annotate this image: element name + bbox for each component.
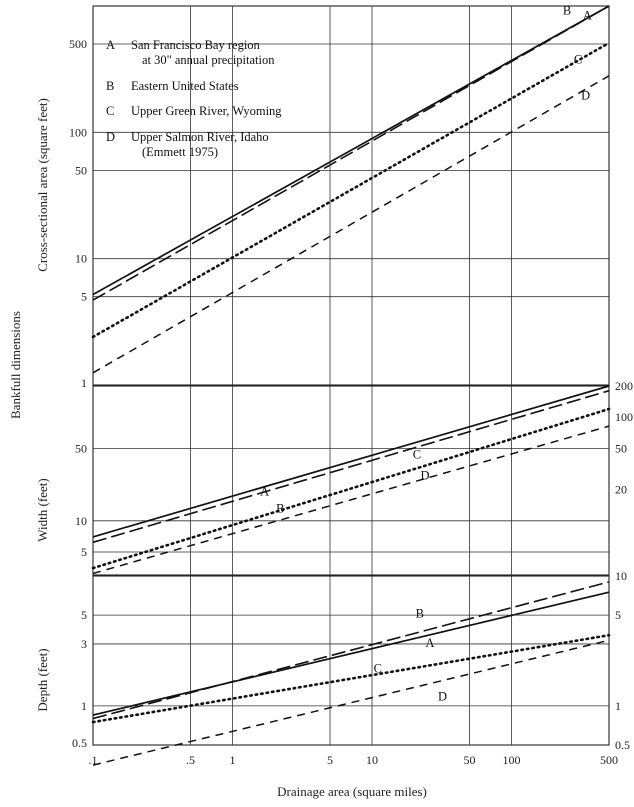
panel-depth-series-A: [92, 591, 610, 716]
panel-width-ytick-right: 20: [615, 483, 627, 497]
panel-width-series-A: [92, 385, 610, 538]
panel-width-ytick-right: 100: [615, 410, 633, 424]
panel-depth-ytick-left: 3: [81, 637, 87, 651]
panel-depth-curve-label-D: D: [438, 690, 447, 704]
shared-y-axis-title: Bankfull dimensions: [8, 311, 23, 419]
legend-label-a-line2: at 30" annual precipitation: [142, 53, 275, 67]
depth-y-axis-title: Depth (feet): [35, 648, 50, 711]
panel-width-ytick-left: 5: [81, 545, 87, 559]
panel-width-frame: [92, 385, 610, 576]
panel-area-series-B: [92, 5, 610, 301]
panel-depth-curve-label-B: B: [416, 606, 424, 620]
legend: A San Francisco Bay region at 30" annual…: [106, 38, 282, 159]
width-y-axis-title: Width (feet): [35, 478, 50, 541]
x-tick-label: .1: [89, 753, 98, 767]
x-tick-label: 500: [600, 753, 618, 767]
panel-depth-series-C: [91, 633, 611, 724]
x-tick-label: 50: [464, 753, 476, 767]
panel-area-curve-label-B: B: [563, 3, 571, 17]
panel-depth-curve-label-A: A: [425, 636, 434, 650]
x-tick-label: 100: [502, 753, 520, 767]
panel-area-frame: [92, 5, 610, 386]
panel-area-ytick-left: 10: [75, 252, 87, 266]
panel-area-series-A: [92, 5, 610, 296]
panel-depth-series-B: [92, 581, 610, 720]
x-axis-ticks: .1 .5 1 5 10 50 100 500: [89, 753, 619, 767]
panel-depth-frame: [92, 575, 610, 746]
panel-width-series-B: [92, 389, 610, 544]
area-y-axis-title: Cross-sectional area (square feet): [35, 98, 50, 272]
panel-width-ytick-right: 200: [615, 379, 633, 393]
panel-width-series-D: [92, 425, 610, 575]
panel-depth-ytick-right: 1: [615, 699, 621, 713]
panel-width-curve-label-A: A: [260, 485, 269, 499]
panel-width-ytick-left: 10: [75, 514, 87, 528]
panel-area-series-C: [91, 41, 611, 339]
panel-depth-ytick-left: 1: [81, 699, 87, 713]
x-tick-label: 10: [366, 753, 378, 767]
legend-label-a-line1: San Francisco Bay region: [131, 38, 261, 52]
panel-width-curve-label-B: B: [276, 502, 284, 516]
panel-depth-ytick-right: 5: [615, 608, 621, 622]
panel-area-curve-label-C: C: [574, 53, 582, 67]
panel-area-series-D: [92, 75, 610, 374]
legend-label-d-line1: Upper Salmon River, Idaho: [131, 130, 269, 144]
panel-width-series-C: [91, 407, 611, 570]
panel-width-ytick-left: 50: [75, 441, 87, 455]
panel-area-curve-label-D: D: [581, 88, 590, 102]
legend-key-b: B: [106, 79, 114, 93]
legend-label-b: Eastern United States: [131, 79, 239, 93]
legend-key-c: C: [106, 104, 114, 118]
panel-area-ytick-left: 50: [75, 163, 87, 177]
panel-width-ytick-right: 50: [615, 441, 627, 455]
x-axis-title: Drainage area (square miles): [277, 784, 427, 799]
panel-depth-series-D: [92, 639, 610, 766]
x-tick-label: 1: [229, 753, 235, 767]
x-tick-label: .5: [186, 753, 195, 767]
legend-key-a: A: [106, 38, 115, 52]
panel-depth-ytick-left: 5: [81, 608, 87, 622]
panel-area-curve-label-A: A: [583, 9, 592, 23]
panel-depth-ytick-right: 0.5: [615, 738, 630, 752]
panel-area-ytick-left: 1: [81, 376, 87, 390]
legend-key-d: D: [106, 130, 115, 144]
legend-label-d-line2: (Emmett 1975): [142, 145, 218, 159]
panel-width-curve-label-D: D: [421, 469, 430, 483]
panel-area-ytick-left: 100: [69, 125, 87, 139]
panel-area-ytick-left: 5: [81, 290, 87, 304]
x-tick-label: 5: [327, 753, 333, 767]
panel-depth-curve-label-C: C: [374, 662, 382, 676]
panel-depth-ytick-left: 0.5: [72, 736, 87, 750]
legend-label-c: Upper Green River, Wyoming: [131, 104, 282, 118]
panel-width: 50 10 5 200 100 50 20 AB CD: [75, 379, 633, 576]
panel-area-ytick-left: 500: [69, 37, 87, 51]
panel-width-curve-label-C: C: [413, 447, 421, 461]
panel-depth-ytick-right: 10: [615, 569, 627, 583]
